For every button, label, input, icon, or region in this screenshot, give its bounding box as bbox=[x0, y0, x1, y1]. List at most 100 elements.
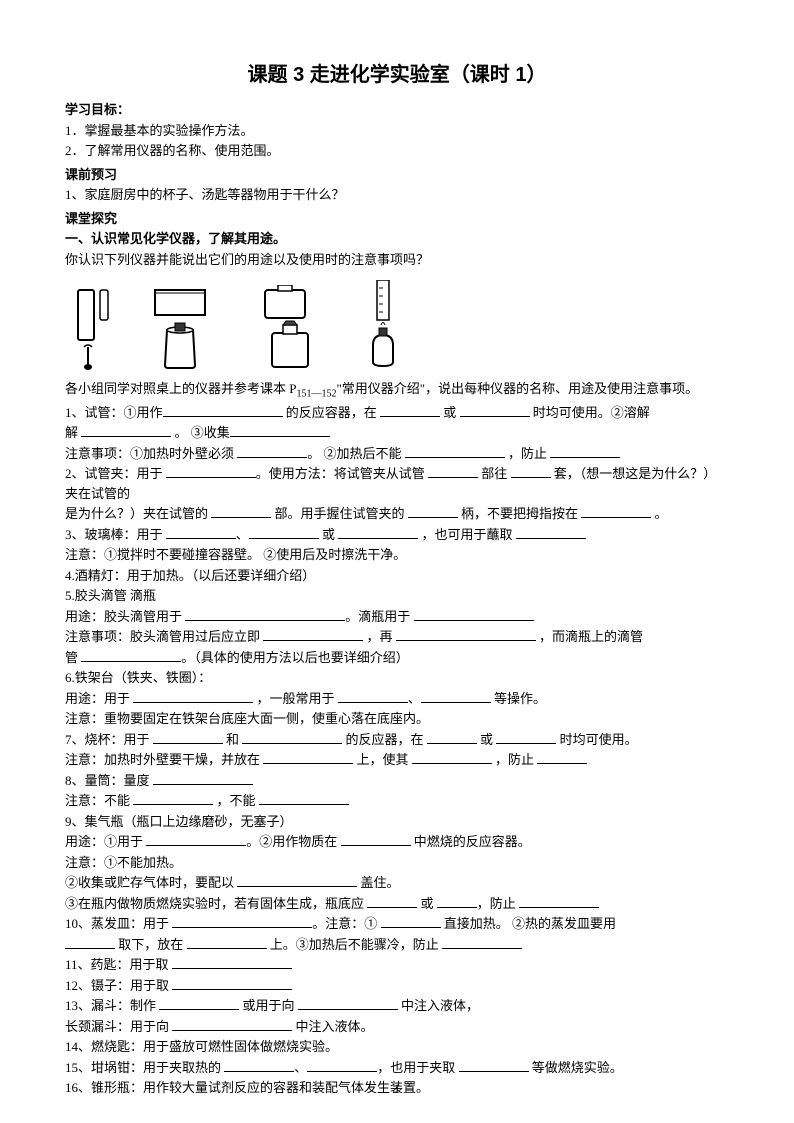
preview-q1: 1、家庭厨房中的杯子、汤匙等器物用于干什么？ bbox=[65, 185, 729, 205]
blank bbox=[185, 607, 345, 621]
item-9-note: 注意：①不能加热。 bbox=[65, 853, 729, 873]
t: 等做燃烧实验。 bbox=[529, 1060, 623, 1075]
item-10: 10、蒸发皿：用于 。注意：① 直接加热。 ②热的蒸发皿要用 bbox=[65, 914, 729, 934]
t: 中注入液体， bbox=[398, 998, 479, 1013]
item-9-note3: ③在瓶内做物质燃烧实验时，若有固体生成，瓶底应 或 ，防止 bbox=[65, 894, 729, 914]
blank bbox=[381, 914, 441, 928]
item-3: 3、玻璃棒：用于 、 或 ，也可用于蘸取 bbox=[65, 525, 729, 545]
blank bbox=[408, 504, 458, 518]
item-10-cont: 取下，放在 上。③加热后不能骤冷，防止 bbox=[65, 935, 729, 955]
t: ，防止 bbox=[505, 446, 551, 461]
t: 、 bbox=[294, 1060, 307, 1075]
t: 、 bbox=[408, 691, 421, 706]
blank bbox=[460, 403, 530, 417]
blank bbox=[166, 464, 256, 478]
item-6-note: 注意：重物要固定在铁架台底座大面一侧，使重心落在底座内。 bbox=[65, 709, 729, 729]
t: 。（具体的使用方法以后也要详细介绍） bbox=[181, 650, 409, 665]
item-2: 2、试管夹：用于 。使用方法：将试管夹从试管 部往 套，（想一想这是为什么？）夹… bbox=[65, 464, 729, 503]
item-3-note: 注意：①搅拌时不要碰撞容器壁。 ②使用后及时擦洗干净。 bbox=[65, 545, 729, 565]
blank bbox=[133, 791, 213, 805]
t: ，而滴瓶上的滴管 bbox=[536, 629, 643, 644]
t: 直接加热。 ②热的蒸发皿要用 bbox=[441, 916, 617, 931]
blank bbox=[496, 730, 556, 744]
blank bbox=[427, 730, 477, 744]
blank bbox=[230, 423, 330, 437]
t: 13、漏斗：制作 bbox=[65, 998, 159, 1013]
blank bbox=[249, 525, 319, 539]
item-7: 7、烧杯：用于 和 的反应器，在 或 时均可使用。 bbox=[65, 730, 729, 750]
item-7-note: 注意：加热时外壁要干燥，并放在 上，使其 ，防止 bbox=[65, 750, 729, 770]
item-2-cont: 是为什么？）夹在试管的 部。用手握住试管夹的 柄，不要把拇指按在 。 bbox=[65, 504, 729, 524]
blank bbox=[146, 832, 246, 846]
blank bbox=[307, 1058, 377, 1072]
blank bbox=[367, 894, 417, 908]
t: ，也可用于蘸取 bbox=[418, 527, 516, 542]
item-9: 9、集气瓶（瓶口上边缘磨砂，无塞子） bbox=[65, 812, 729, 832]
t: 的反应容器，在 bbox=[283, 405, 381, 420]
blank bbox=[166, 525, 236, 539]
t: 和 bbox=[223, 732, 243, 747]
item-13: 13、漏斗：制作 或用于向 中注入液体， bbox=[65, 996, 729, 1016]
t: 注意事项：胶头滴管用过后应立即 bbox=[65, 629, 263, 644]
page-number: 1 bbox=[394, 1079, 401, 1099]
blank bbox=[81, 423, 171, 437]
blank bbox=[428, 464, 478, 478]
blank bbox=[459, 1058, 529, 1072]
t: 。滴瓶用于 bbox=[345, 609, 413, 624]
item-5-note2: 管 。（具体的使用方法以后也要详细介绍） bbox=[65, 648, 729, 668]
blank bbox=[81, 648, 181, 662]
t: 时均可使用。 bbox=[556, 732, 637, 747]
t: ，再 bbox=[363, 629, 396, 644]
blank bbox=[242, 730, 342, 744]
t: 。使用方法：将试管夹从试管 bbox=[256, 466, 428, 481]
item-6-use: 用途：用于 ，一般常用于 、 等操作。 bbox=[65, 689, 729, 709]
t: ，也用于夹取 bbox=[377, 1060, 458, 1075]
goal-2: 2．了解常用仪器的名称、使用范围。 bbox=[65, 141, 729, 161]
t: 时均可使用。②溶解 bbox=[530, 405, 650, 420]
t: ③在瓶内做物质燃烧实验时，若有固体生成，瓶底应 bbox=[65, 896, 367, 911]
item-1-note: 注意事项：①加热时外壁必须 。 ②加热后不能 ，防止 bbox=[65, 444, 729, 464]
t: 解 bbox=[65, 425, 81, 440]
blank bbox=[153, 771, 253, 785]
blank bbox=[153, 730, 223, 744]
t: 11、药匙：用于取 bbox=[65, 957, 172, 972]
blank bbox=[187, 935, 267, 949]
t: 或 bbox=[319, 527, 339, 542]
t: ，防止 bbox=[492, 752, 538, 767]
item-9-use: 用途：①用于 。②用作物质在 中燃烧的反应容器。 bbox=[65, 832, 729, 852]
t: 或 bbox=[417, 896, 437, 911]
item-8-note: 注意：不能 ，不能 bbox=[65, 791, 729, 811]
instruments-row bbox=[65, 270, 729, 378]
blank bbox=[511, 464, 551, 478]
item-8: 8、量筒：量度 bbox=[65, 771, 729, 791]
item-11: 11、药匙：用于取 bbox=[65, 955, 729, 975]
section1-title: 一、认识常见化学仪器，了解其用途。 bbox=[65, 229, 729, 249]
t: 8、量筒：量度 bbox=[65, 773, 153, 788]
t: 注意：加热时外壁要干燥，并放在 bbox=[65, 752, 263, 767]
t: ，不能 bbox=[213, 793, 259, 808]
t: 10、蒸发皿：用于 bbox=[65, 916, 172, 931]
t: 7、烧杯：用于 bbox=[65, 732, 153, 747]
t: 。注意：① bbox=[312, 916, 380, 931]
blank bbox=[537, 750, 587, 764]
blank bbox=[421, 689, 491, 703]
t: 2、试管夹：用于 bbox=[65, 466, 166, 481]
blank bbox=[516, 525, 586, 539]
t: ，防止 bbox=[477, 896, 519, 911]
goals-header: 学习目标： bbox=[65, 100, 729, 120]
blank bbox=[405, 444, 505, 458]
t: 或 bbox=[477, 732, 497, 747]
blank bbox=[550, 444, 620, 458]
item-15: 15、坩埚钳：用于夹取热的 、，也用于夹取 等做燃烧实验。 bbox=[65, 1058, 729, 1078]
t: 。②用作物质在 bbox=[246, 834, 340, 849]
t: 部往 bbox=[478, 466, 511, 481]
item-5-use: 用途：胶头滴管用于 。滴瓶用于 bbox=[65, 607, 729, 627]
t: 注意：不能 bbox=[65, 793, 133, 808]
blank bbox=[298, 996, 398, 1010]
blank bbox=[172, 1017, 292, 1031]
item-13b: 长颈漏斗：用于向 中注入液体。 bbox=[65, 1017, 729, 1037]
t: 上，使其 bbox=[353, 752, 412, 767]
t: 、 bbox=[236, 527, 249, 542]
t: 用途：胶头滴管用于 bbox=[65, 609, 185, 624]
item-6: 6.铁架台（铁夹、铁圈）： bbox=[65, 668, 729, 688]
